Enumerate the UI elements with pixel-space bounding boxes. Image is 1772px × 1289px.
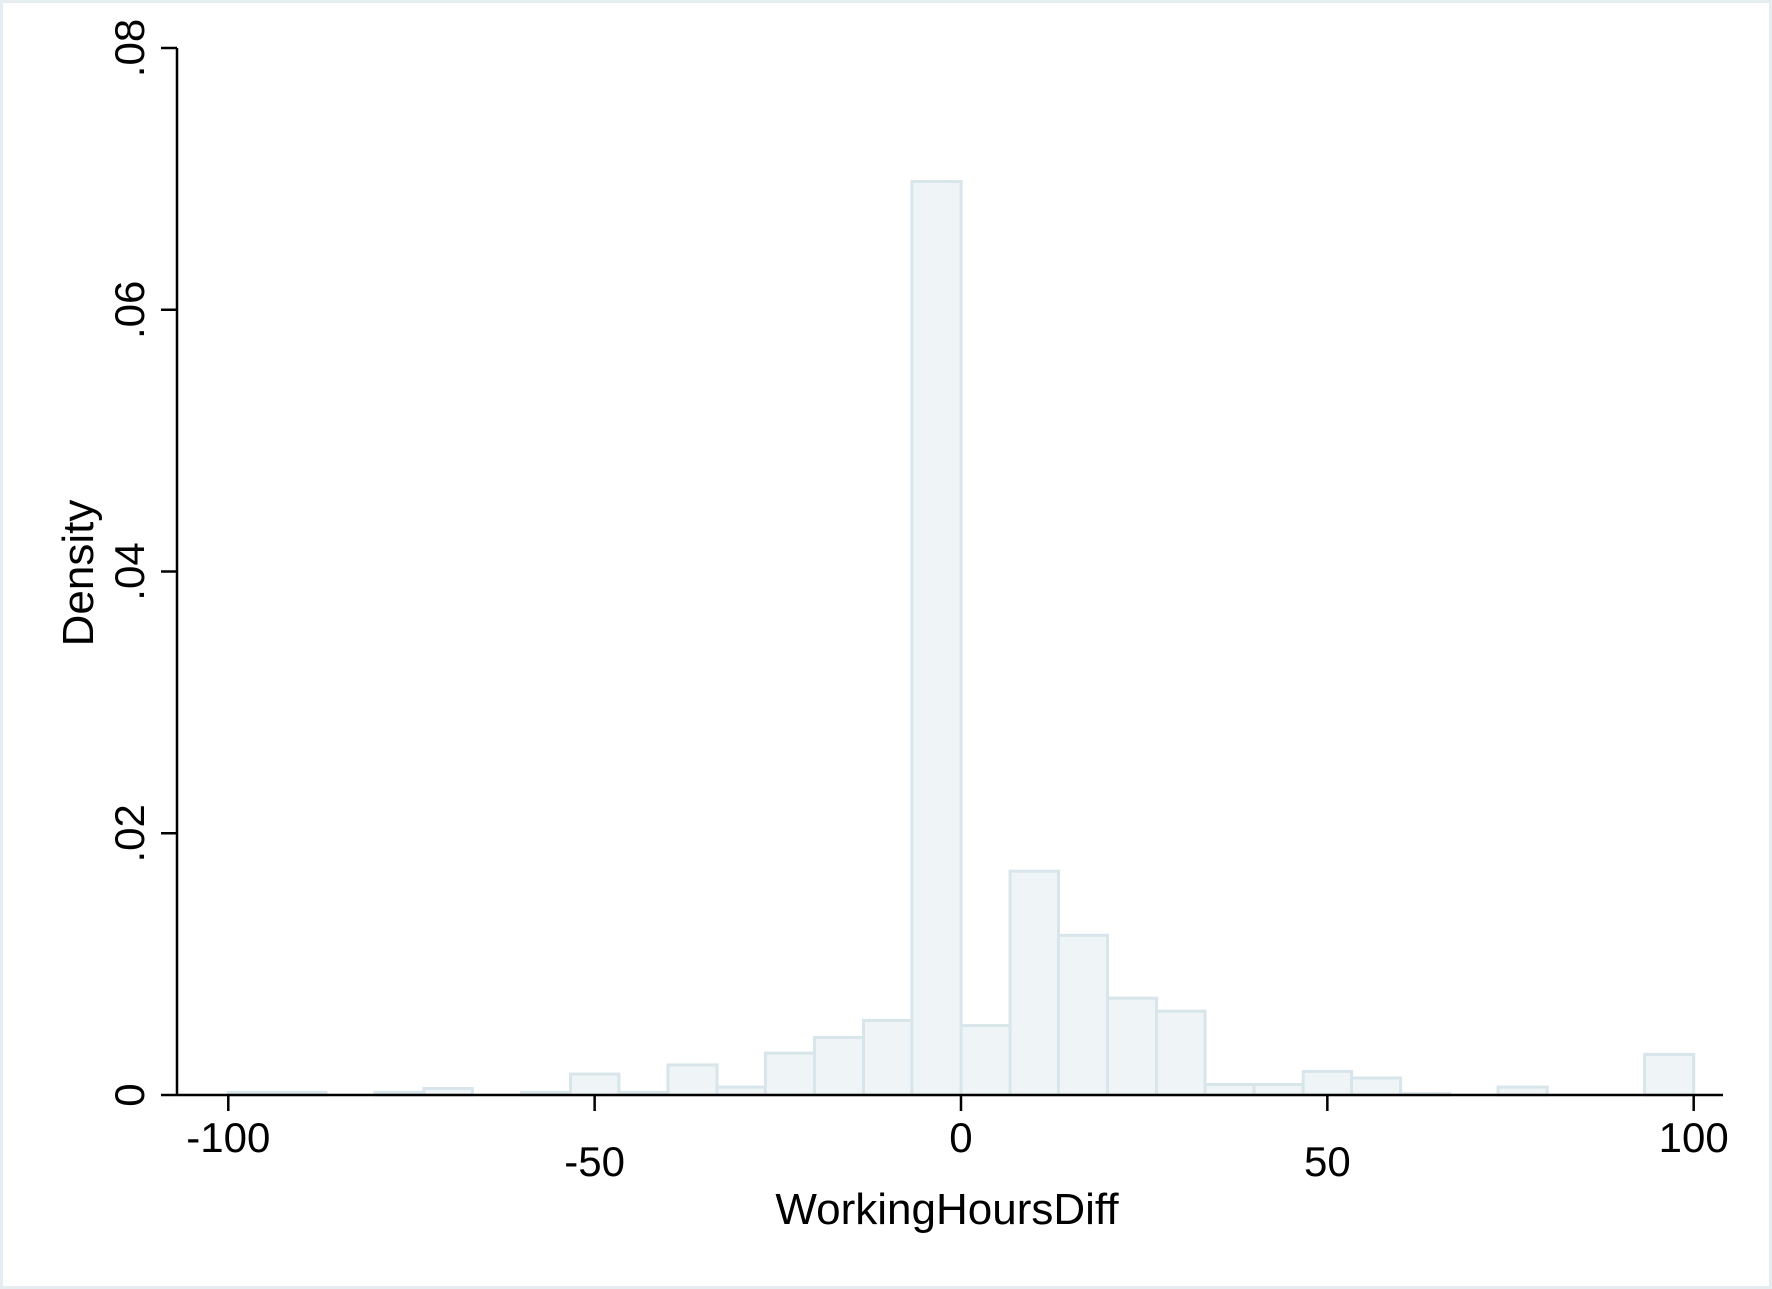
histogram-bar <box>666 1063 719 1097</box>
y-axis-title: Density <box>54 500 103 647</box>
histogram-bar <box>1301 1069 1354 1097</box>
histogram-bar <box>1643 1052 1696 1097</box>
x-tick-label: 50 <box>1304 1138 1351 1185</box>
histogram-bar <box>1106 996 1159 1097</box>
bars-layer <box>226 180 1696 1097</box>
y-tick-label: .02 <box>106 804 153 862</box>
x-tick-label: -100 <box>186 1114 270 1161</box>
histogram-bar <box>1155 1009 1207 1097</box>
y-tick-label: .04 <box>106 542 153 600</box>
x-axis-title: WorkingHoursDiff <box>775 1185 1119 1234</box>
histogram-bar <box>1252 1083 1305 1097</box>
y-tick-label: .06 <box>106 281 153 339</box>
histogram-bar <box>1350 1076 1403 1097</box>
histogram-bar <box>1203 1083 1256 1097</box>
histogram-bar <box>763 1051 817 1097</box>
x-axis-ticks: -100 -50 0 50 100 <box>186 1095 1729 1185</box>
y-tick-label: .08 <box>106 19 153 77</box>
x-tick-label: 100 <box>1659 1114 1729 1161</box>
histogram-bar <box>910 180 963 1097</box>
histogram-bar <box>959 1024 1012 1097</box>
histogram-bar <box>1056 933 1110 1097</box>
y-tick-label: 0 <box>106 1083 153 1106</box>
histogram-bar <box>813 1035 866 1097</box>
histogram-bar <box>1008 869 1060 1097</box>
x-tick-label: 0 <box>949 1114 972 1161</box>
histogram-chart: -100 -50 0 50 100 0 .02 .04 .06 .08 WorkingHours… <box>54 19 1729 1234</box>
histogram-bar <box>569 1072 621 1097</box>
x-tick-label: -50 <box>564 1138 625 1185</box>
y-axis-ticks: 0 .02 .04 .06 .08 <box>106 19 177 1107</box>
histogram-bar <box>862 1018 914 1097</box>
